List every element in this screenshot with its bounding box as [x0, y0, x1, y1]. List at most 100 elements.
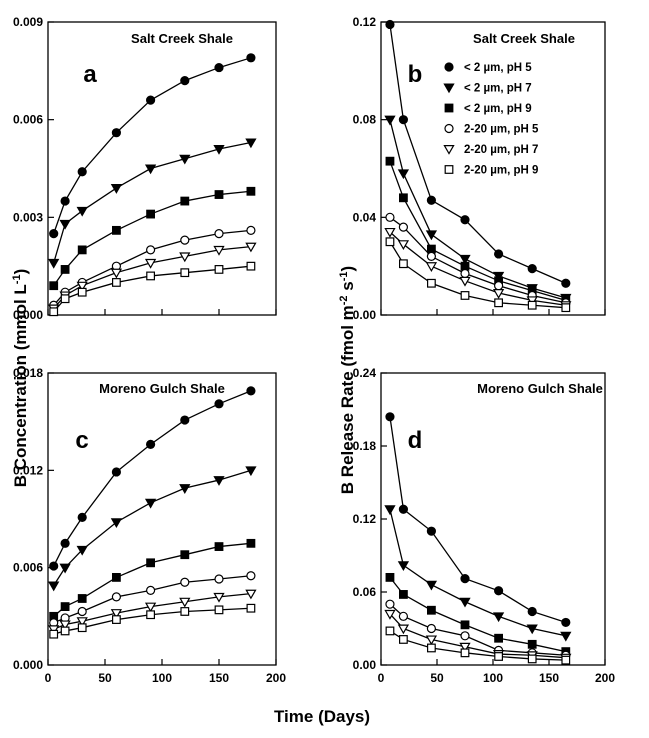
- data-point: [146, 439, 156, 449]
- data-point: [214, 605, 224, 615]
- legend-marker: [444, 123, 454, 134]
- data-point: [213, 144, 225, 155]
- data-point: [144, 498, 157, 509]
- data-point: [459, 642, 471, 653]
- data-point: [385, 156, 395, 166]
- y-tick-label: 0.12: [353, 15, 377, 29]
- data-point: [246, 571, 256, 581]
- data-point: [460, 631, 470, 641]
- data-point: [146, 558, 156, 568]
- x-tick-label: 50: [98, 671, 112, 685]
- data-point: [77, 287, 87, 297]
- panel-title: Moreno Gulch Shale: [99, 381, 225, 396]
- data-point: [111, 572, 121, 582]
- data-point: [399, 590, 408, 599]
- data-point: [49, 561, 59, 571]
- data-point: [561, 278, 571, 288]
- data-point: [60, 602, 70, 611]
- data-point: [460, 268, 470, 279]
- data-point: [49, 307, 59, 317]
- data-point: [179, 252, 191, 263]
- data-point: [427, 643, 436, 653]
- data-point: [77, 606, 87, 617]
- data-point: [384, 115, 396, 126]
- y-tick-label: 0.24: [353, 366, 377, 380]
- legend-label: 2-20 µm, pH 7: [464, 144, 538, 156]
- data-point: [527, 639, 537, 649]
- y-tick-label: 0.18: [353, 439, 377, 453]
- data-point: [214, 62, 224, 73]
- data-point: [459, 254, 471, 265]
- data-point: [180, 415, 190, 425]
- series-line: [389, 613, 566, 659]
- data-point: [384, 227, 396, 238]
- data-point: [48, 258, 60, 269]
- right-y-axis-title: B Release Rate (fmol m-2 s-1): [338, 266, 357, 494]
- series-line: [389, 576, 566, 653]
- data-point: [111, 592, 122, 602]
- data-point: [460, 620, 470, 630]
- panel-d: 0.00 0.06 0.12 0.18 0.24 0 50 100 150 200 Moreno G…: [353, 366, 616, 685]
- panel-letter: c: [75, 427, 88, 454]
- y-tick-label: 0.006: [13, 113, 43, 127]
- series-line: [53, 469, 252, 586]
- y-tick-label: 0.018: [13, 366, 43, 380]
- legend-marker: [444, 62, 454, 72]
- data-point: [246, 225, 256, 235]
- data-point: [76, 617, 88, 628]
- series-line: [389, 231, 566, 306]
- data-point: [60, 294, 70, 304]
- legend-marker: [443, 145, 455, 155]
- legend-label: 2-20 µm, pH 5: [464, 124, 539, 136]
- data-point: [110, 518, 123, 529]
- data-point: [59, 620, 71, 631]
- data-point: [527, 654, 537, 664]
- data-point: [385, 237, 395, 247]
- data-point: [146, 209, 156, 219]
- data-point: [561, 617, 571, 628]
- y-tick-label: 0.00: [353, 308, 377, 322]
- data-point: [427, 605, 436, 615]
- data-point: [144, 164, 157, 175]
- data-point: [180, 235, 190, 245]
- legend-label: < 2 µm, pH 7: [464, 83, 532, 95]
- data-point: [49, 281, 59, 291]
- series-line: [389, 241, 566, 309]
- data-point: [49, 229, 59, 239]
- data-point: [560, 631, 572, 642]
- y-tick-label: 0.04: [353, 210, 377, 224]
- data-point: [399, 635, 408, 644]
- data-point: [146, 271, 156, 281]
- data-point: [384, 609, 396, 620]
- x-axis-title: Time (Days): [274, 707, 370, 726]
- data-point: [60, 626, 70, 636]
- data-point: [425, 230, 438, 241]
- data-point: [460, 215, 470, 225]
- panel-b: 0.00 0.04 0.08 0.12 Salt Creek Shale b < 2 µm,…: [353, 15, 606, 322]
- data-point: [245, 242, 257, 253]
- data-point: [214, 399, 224, 409]
- data-point: [426, 623, 436, 634]
- data-point: [60, 265, 70, 274]
- data-point: [460, 648, 470, 658]
- data-point: [385, 412, 395, 422]
- legend-label: < 2 µm, pH 5: [464, 62, 532, 74]
- panel-letter: a: [83, 61, 97, 88]
- data-point: [77, 245, 87, 255]
- data-point: [494, 249, 504, 259]
- data-point: [527, 264, 537, 274]
- data-point: [180, 577, 190, 587]
- data-point: [213, 245, 225, 256]
- y-tick-label: 0.000: [13, 308, 43, 322]
- data-point: [397, 624, 410, 635]
- data-point: [146, 610, 156, 620]
- data-point: [397, 240, 410, 250]
- data-point: [385, 599, 395, 609]
- data-point: [213, 476, 225, 486]
- data-point: [111, 615, 121, 624]
- x-tick-label: 150: [539, 671, 559, 685]
- legend-marker: [444, 165, 454, 174]
- data-point: [492, 612, 505, 623]
- data-point: [144, 602, 157, 613]
